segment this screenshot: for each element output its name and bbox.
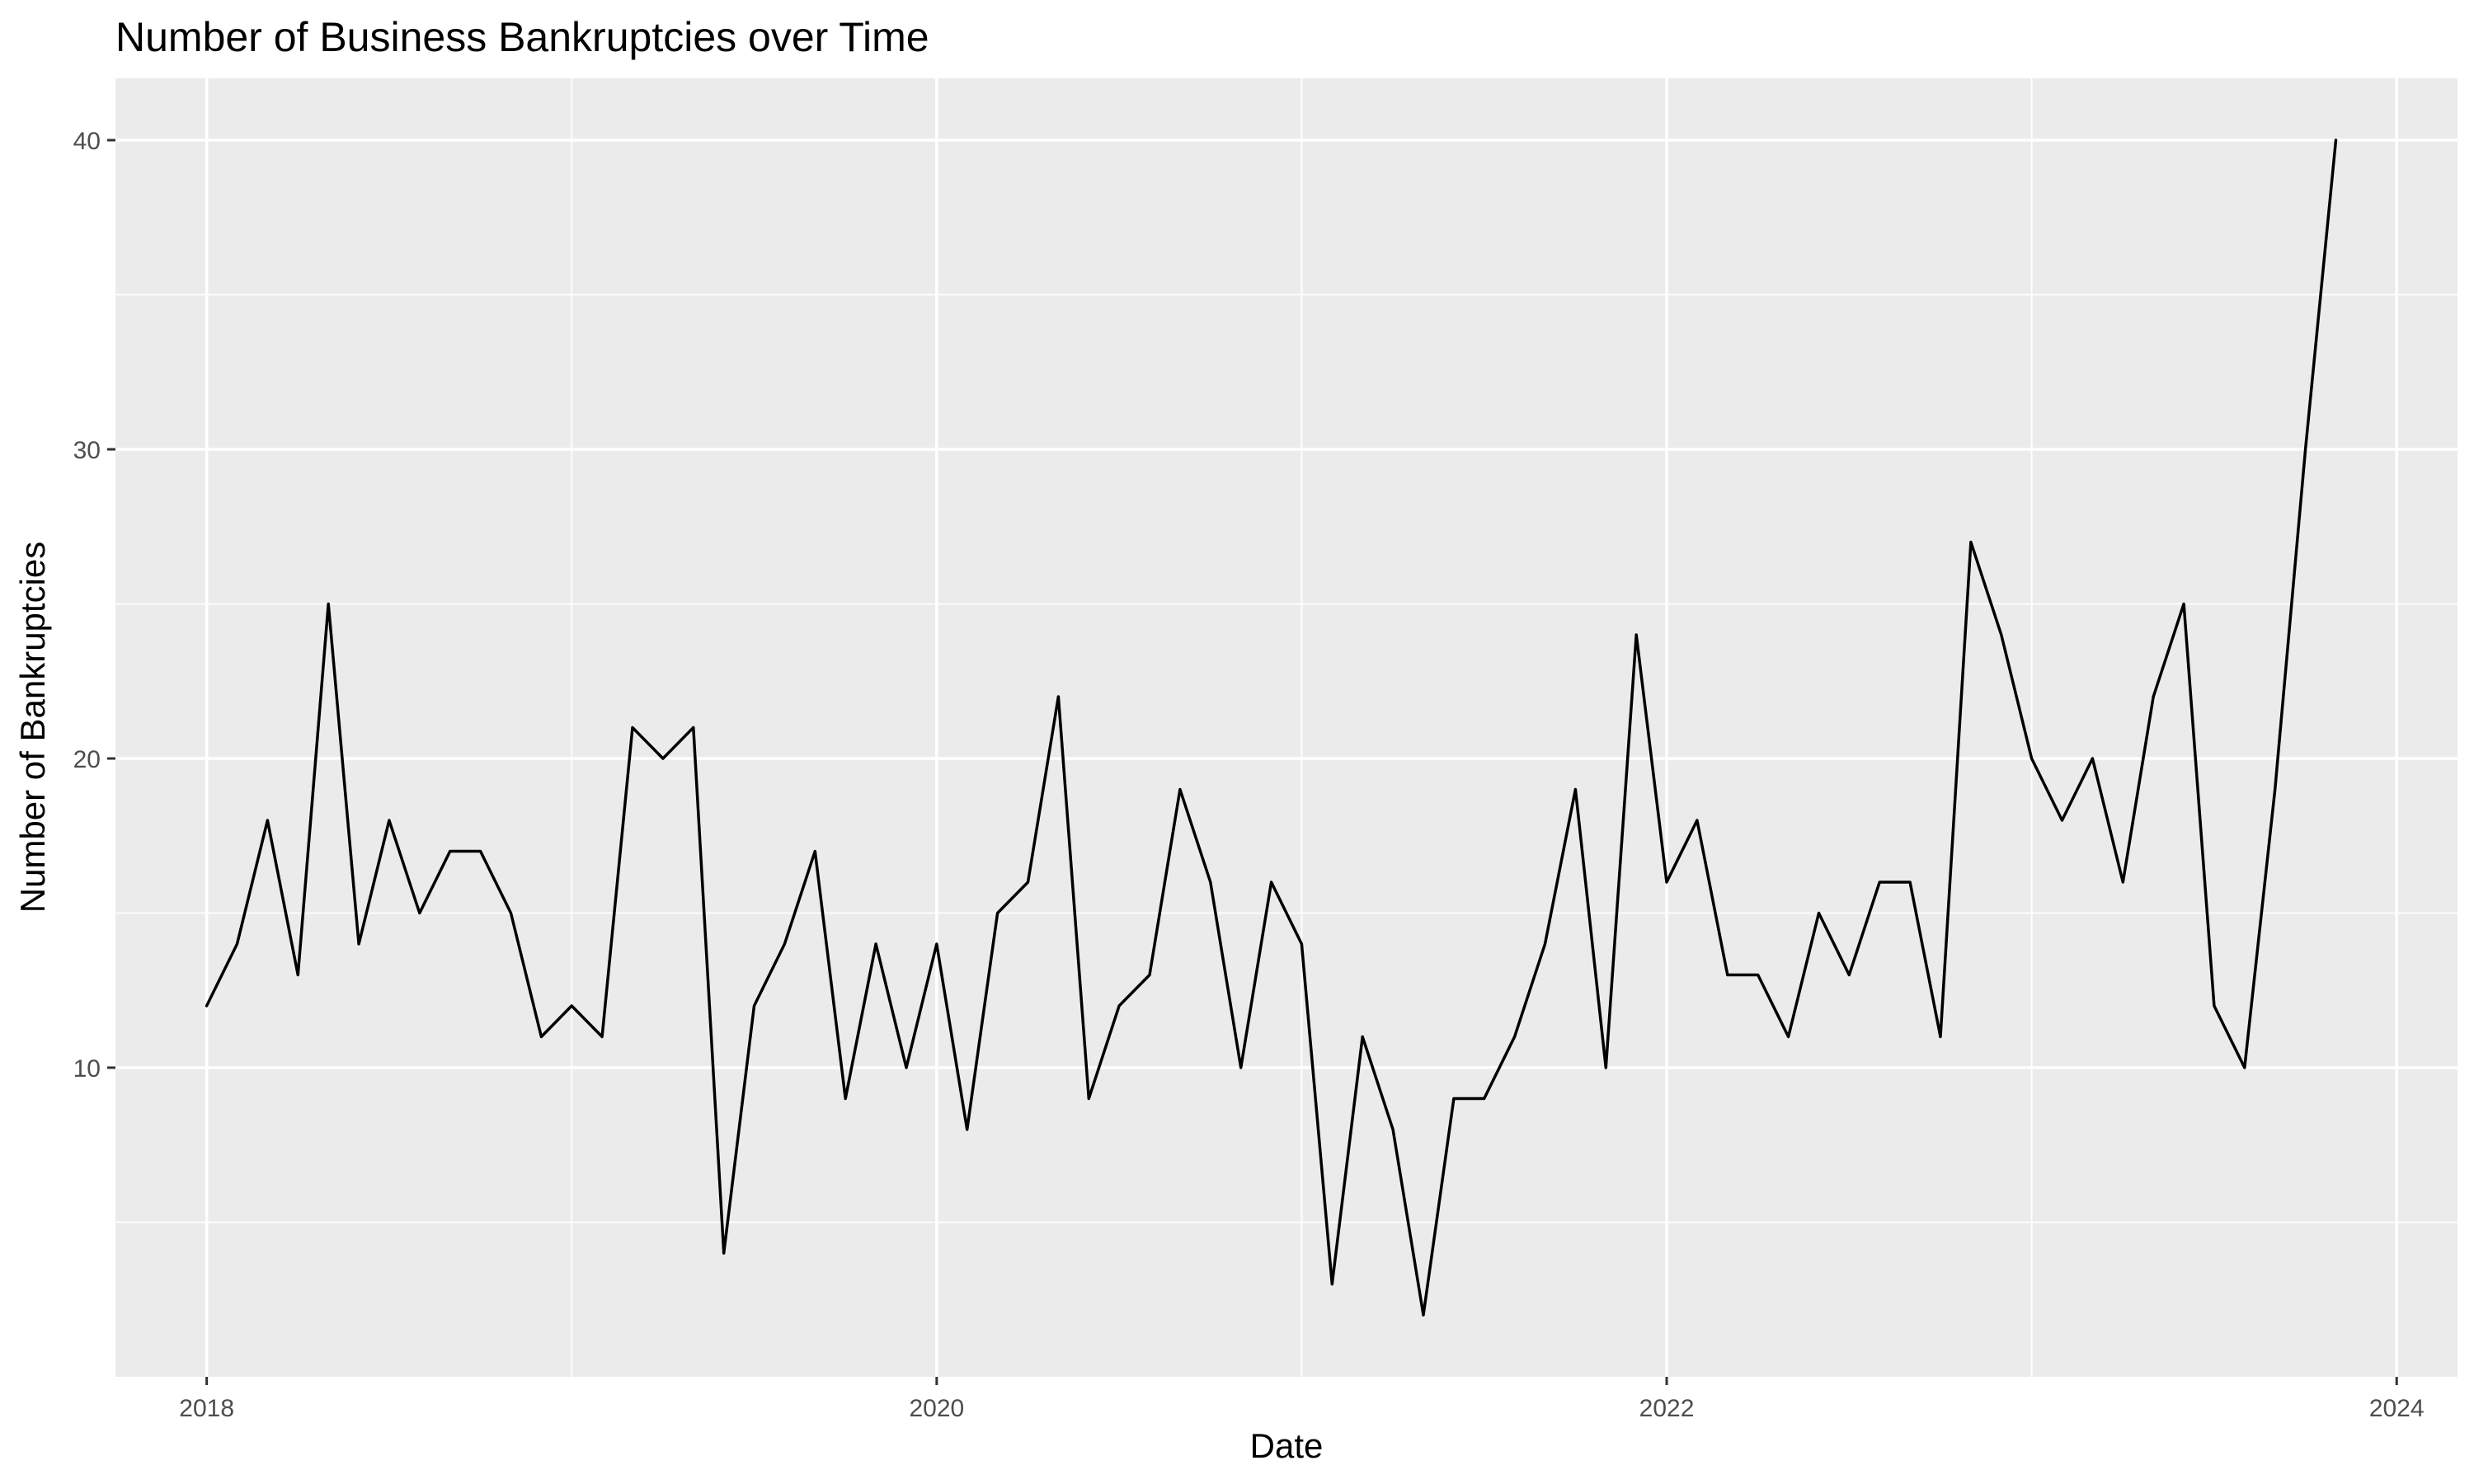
x-tick-label: 2024 [2369, 1395, 2425, 1422]
chart-title: Number of Business Bankruptcies over Tim… [115, 14, 929, 60]
x-tick-label: 2018 [179, 1395, 234, 1422]
y-tick-label: 10 [73, 1055, 101, 1082]
series-line [205, 139, 2338, 1317]
y-tick-label: 40 [73, 128, 101, 155]
plot-panel [115, 78, 2458, 1377]
y-tick-label: 20 [73, 746, 101, 773]
x-axis-ticks: 2018 2020 2022 2024 [179, 1377, 2425, 1422]
x-tick-label: 2020 [909, 1395, 964, 1422]
x-tick-label: 2022 [1639, 1395, 1695, 1422]
y-tick-label: 30 [73, 437, 101, 464]
grid-major [115, 78, 2458, 1377]
x-axis-title: Date [1250, 1426, 1324, 1465]
y-axis-title: Number of Bankruptcies [13, 542, 52, 913]
y-axis-ticks: 10 20 30 40 [73, 128, 115, 1082]
